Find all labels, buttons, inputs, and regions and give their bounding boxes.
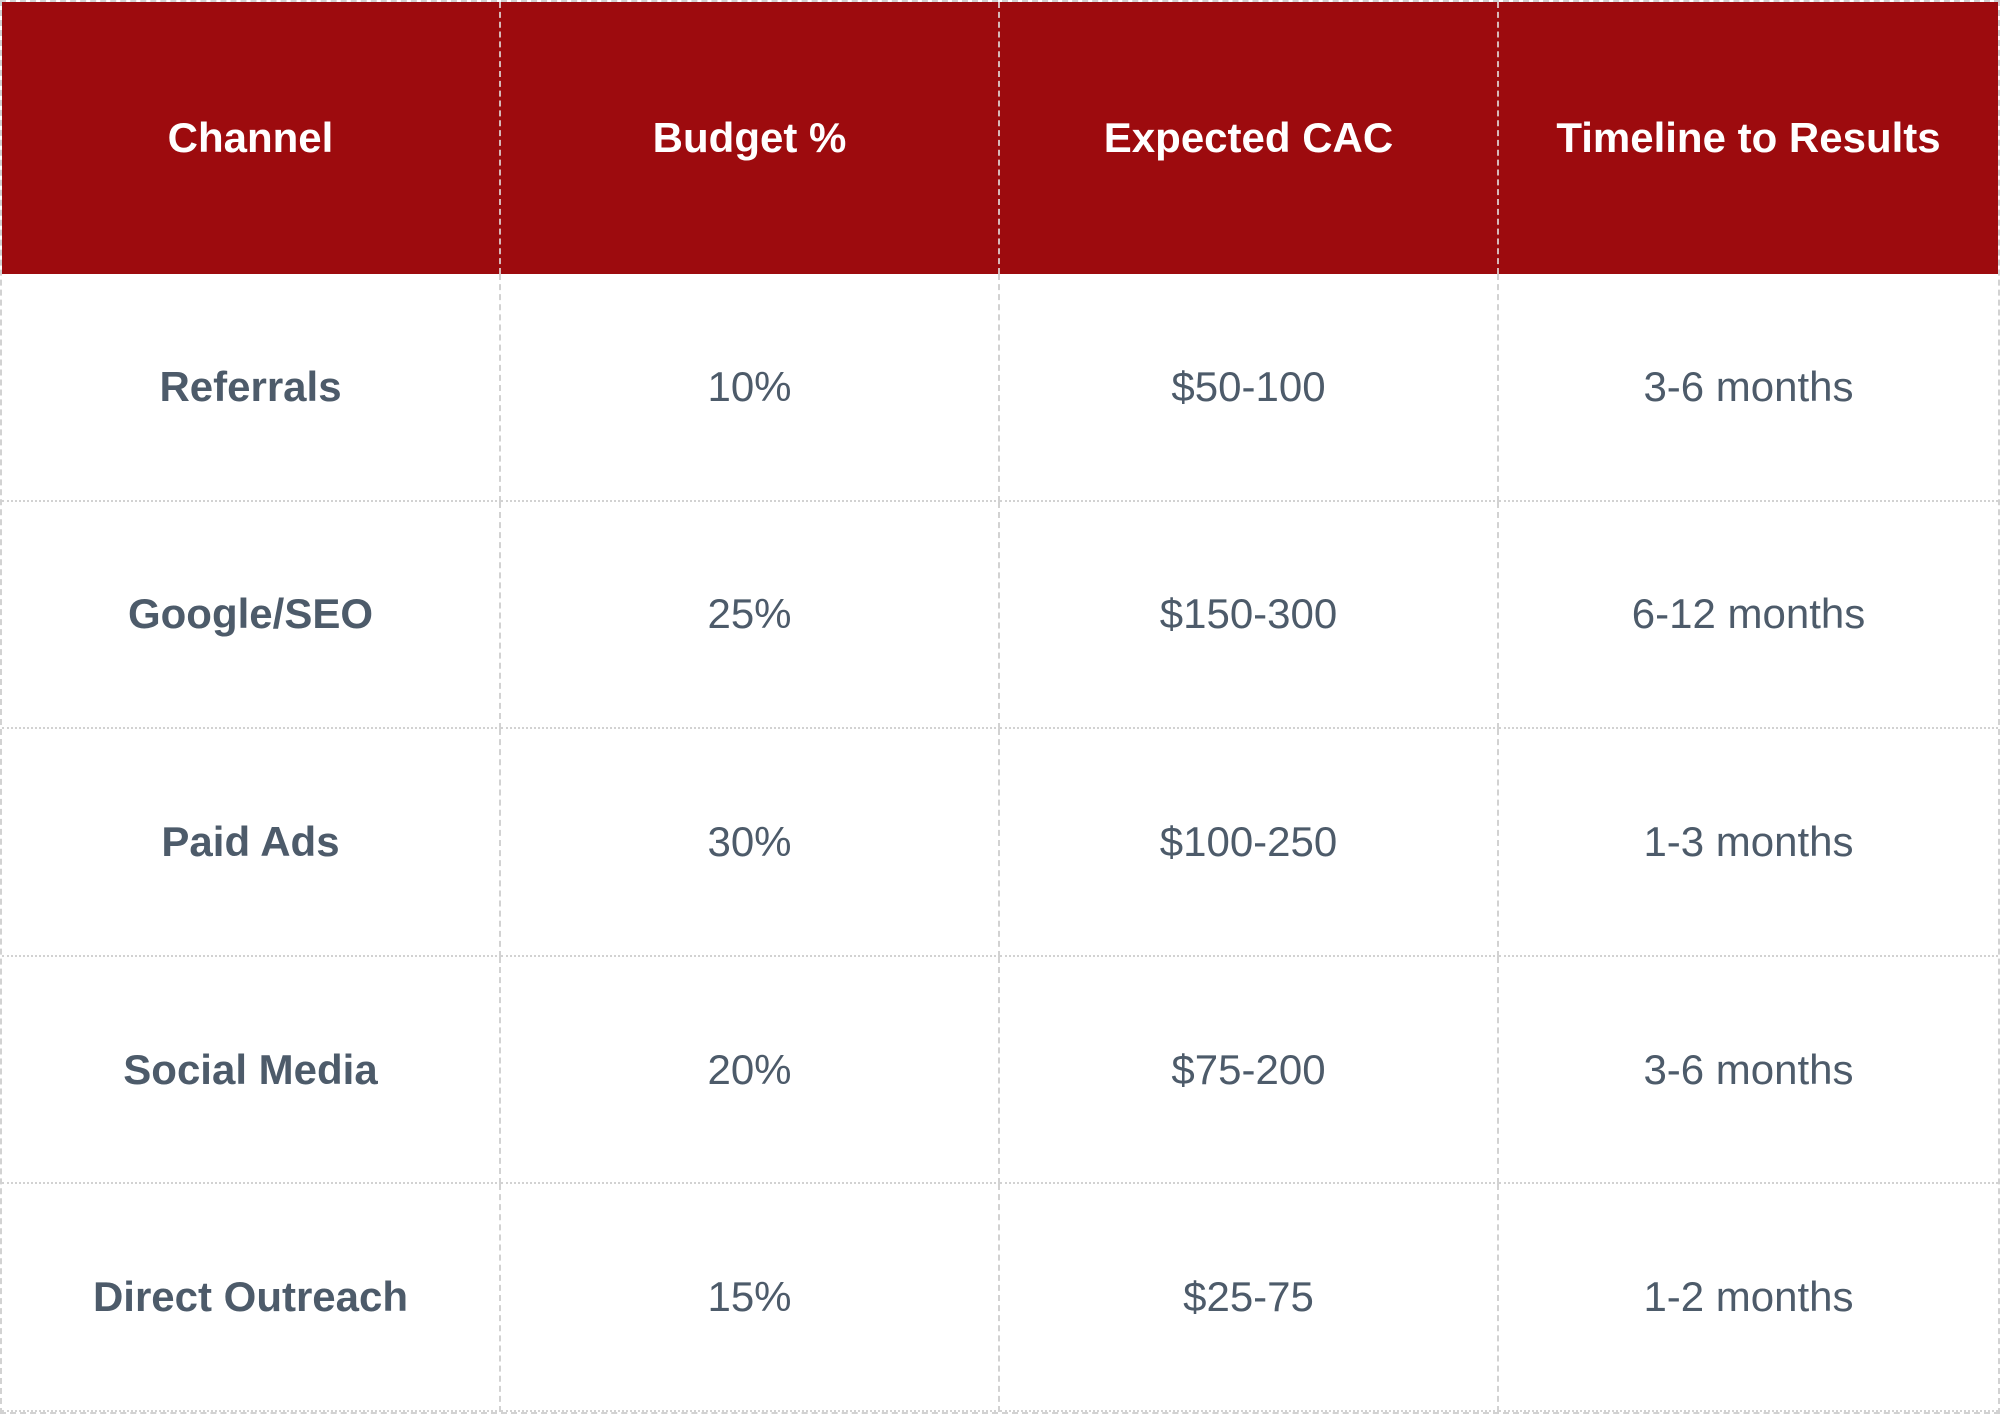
cell-expected-cac: $50-100 xyxy=(1000,274,1499,502)
cell-expected-cac: $100-250 xyxy=(1000,729,1499,957)
cell-budget: 30% xyxy=(501,729,1000,957)
cell-channel: Direct Outreach xyxy=(2,1184,501,1412)
cell-expected-cac: $75-200 xyxy=(1000,956,1499,1185)
cell-channel: Google/SEO xyxy=(2,501,501,730)
cell-budget: 10% xyxy=(501,274,1000,502)
column-header-channel: Channel xyxy=(2,2,501,274)
column-header-timeline: Timeline to Results xyxy=(1499,2,1998,274)
cell-budget: 20% xyxy=(501,956,1000,1185)
cell-timeline: 6-12 months xyxy=(1499,502,1998,730)
cell-timeline: 1-3 months xyxy=(1499,729,1998,957)
cell-expected-cac: $150-300 xyxy=(1000,501,1499,730)
cell-budget: 25% xyxy=(501,501,1000,730)
column-header-budget: Budget % xyxy=(501,2,1000,274)
column-header-expected-cac: Expected CAC xyxy=(1000,2,1499,274)
cell-channel: Paid Ads xyxy=(2,729,501,957)
cell-channel: Social Media xyxy=(2,956,501,1185)
cell-timeline: 1-2 months xyxy=(1499,1184,1998,1412)
cell-expected-cac: $25-75 xyxy=(1000,1184,1499,1412)
cell-budget: 15% xyxy=(501,1184,1000,1412)
cell-channel: Referrals xyxy=(2,274,501,502)
cell-timeline: 3-6 months xyxy=(1499,274,1998,502)
cell-timeline: 3-6 months xyxy=(1499,957,1998,1185)
